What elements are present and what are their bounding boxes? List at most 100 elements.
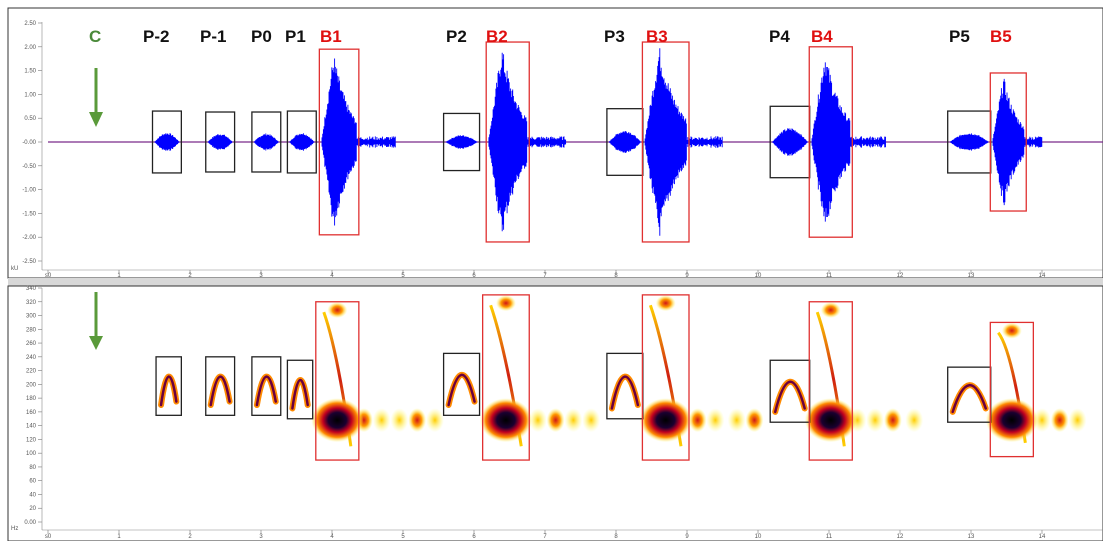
spectral-blob <box>1001 322 1022 339</box>
y-tick-label: -0.50 <box>22 164 36 170</box>
burst-box-b4 <box>808 301 853 461</box>
spectral-core <box>985 398 1038 443</box>
x-tick-label: 8 <box>614 534 618 540</box>
spectral-blob <box>706 408 725 433</box>
y-tick-label: -1.00 <box>22 188 36 194</box>
y-tick-label: 160 <box>26 410 37 416</box>
x-tick-label: 6 <box>472 273 476 279</box>
spectral-blob <box>1033 408 1051 433</box>
pulse-box-p-1 <box>205 111 236 173</box>
label-p4: P4 <box>769 27 790 46</box>
burst-box-b5 <box>989 72 1027 212</box>
x-tick-label: 8 <box>614 273 618 279</box>
x-tick-label: 3 <box>259 273 263 279</box>
x-tick-label: 7 <box>543 273 547 279</box>
spectral-blob <box>727 408 746 433</box>
x-tick-label: 3 <box>259 534 263 540</box>
x-tick-label: 12 <box>897 534 904 540</box>
spectral-blob <box>883 408 902 433</box>
waveform-axes: 2.50 2.00 1.50 1.00 0.50 -0.00 -0.50 -1.00 -1.50… <box>11 21 1103 279</box>
pulse-contour-core <box>773 380 806 414</box>
y-unit-label: kU <box>11 266 18 272</box>
y-tick-label: 320 <box>26 300 37 306</box>
spectral-core <box>311 398 364 443</box>
y-tick-label: 340 <box>26 286 37 292</box>
label-p-2: P-2 <box>143 27 169 46</box>
spectral-blob <box>528 408 547 433</box>
spectral-blob <box>546 408 565 433</box>
y-tick-label: -0.00 <box>22 140 36 146</box>
spectrogram-axes: 3403203002802602402202001801601401201008… <box>11 286 1103 540</box>
spectral-core <box>639 398 692 443</box>
x-tick-label: 1 <box>117 273 121 279</box>
label-p5: P5 <box>949 27 970 46</box>
y-tick-label: 0.50 <box>24 116 36 122</box>
x-tick-label: 12 <box>897 273 904 279</box>
x-tick-label: 5 <box>401 534 405 540</box>
y-tick-label: 200 <box>26 382 37 388</box>
spectral-core <box>804 398 857 443</box>
label-p-1: P-1 <box>200 27 226 46</box>
pulse-contour-core <box>447 373 476 407</box>
spectral-blob <box>866 408 885 433</box>
pulse-box-p1 <box>286 359 314 420</box>
label-p1: P1 <box>285 27 306 46</box>
spectral-blob <box>655 295 676 312</box>
panel-divider <box>8 278 1103 286</box>
burst-box-b2 <box>481 294 530 461</box>
spectral-blob <box>564 408 583 433</box>
y-tick-label: 1.50 <box>24 69 36 75</box>
burst-box-b1 <box>318 48 360 236</box>
spectral-blob <box>688 408 707 433</box>
burst-box-b1 <box>315 301 360 461</box>
label-p2: P2 <box>446 27 467 46</box>
pulse-contour-core <box>610 375 640 410</box>
label-p0: P0 <box>251 27 272 46</box>
y-tick-label: 0.00 <box>24 520 36 526</box>
pulse-contour-core <box>209 375 231 407</box>
pulse-contour-core <box>291 378 309 410</box>
y-tick-label: 180 <box>26 396 37 402</box>
x-tick-label: 9 <box>685 534 689 540</box>
x-tick-label: 13 <box>968 534 975 540</box>
spectral-blob <box>745 408 764 433</box>
x-tick-label: 7 <box>543 534 547 540</box>
x-tick-label: s0 <box>45 273 52 279</box>
y-tick-label: 60 <box>29 479 36 485</box>
x-tick-label: 6 <box>472 534 476 540</box>
pulse-box-p0 <box>251 111 282 173</box>
annotation-boxes <box>151 41 1034 461</box>
pulse-box-p1 <box>286 110 317 174</box>
pulse-box-p-2 <box>155 356 183 416</box>
pulse-contour-core <box>159 375 178 407</box>
x-tick-label: s0 <box>45 534 52 540</box>
burst-box-b3 <box>641 294 690 461</box>
y-tick-label: -1.50 <box>22 211 36 217</box>
x-tick-label: 1 <box>117 534 121 540</box>
spectral-blob <box>495 295 516 312</box>
pulse-box-p0 <box>251 356 282 416</box>
spectral-blob <box>425 408 444 433</box>
burst-box-b4 <box>808 46 853 238</box>
y-tick-label: 260 <box>26 341 37 347</box>
y-tick-label: 20 <box>29 506 36 512</box>
arrow-down-icon <box>89 68 103 127</box>
y-tick-label: 140 <box>26 424 37 430</box>
x-tick-label: 4 <box>330 534 334 540</box>
spectral-blob <box>1068 408 1087 433</box>
spectral-core <box>479 398 532 443</box>
burst-box-b2 <box>485 41 530 243</box>
spectral-blob <box>905 408 924 433</box>
x-tick-label: 4 <box>330 273 334 279</box>
x-tick-label: 2 <box>188 273 192 279</box>
y-unit-label: Hz <box>11 526 18 532</box>
x-tick-label: 14 <box>1039 534 1046 540</box>
arrow-down-icon <box>89 292 103 350</box>
y-tick-label: 220 <box>26 369 37 375</box>
y-tick-label: -2.00 <box>22 235 36 241</box>
label-b4: B4 <box>811 27 833 46</box>
x-tick-label: 11 <box>826 534 833 540</box>
x-tick-label: 10 <box>755 534 762 540</box>
